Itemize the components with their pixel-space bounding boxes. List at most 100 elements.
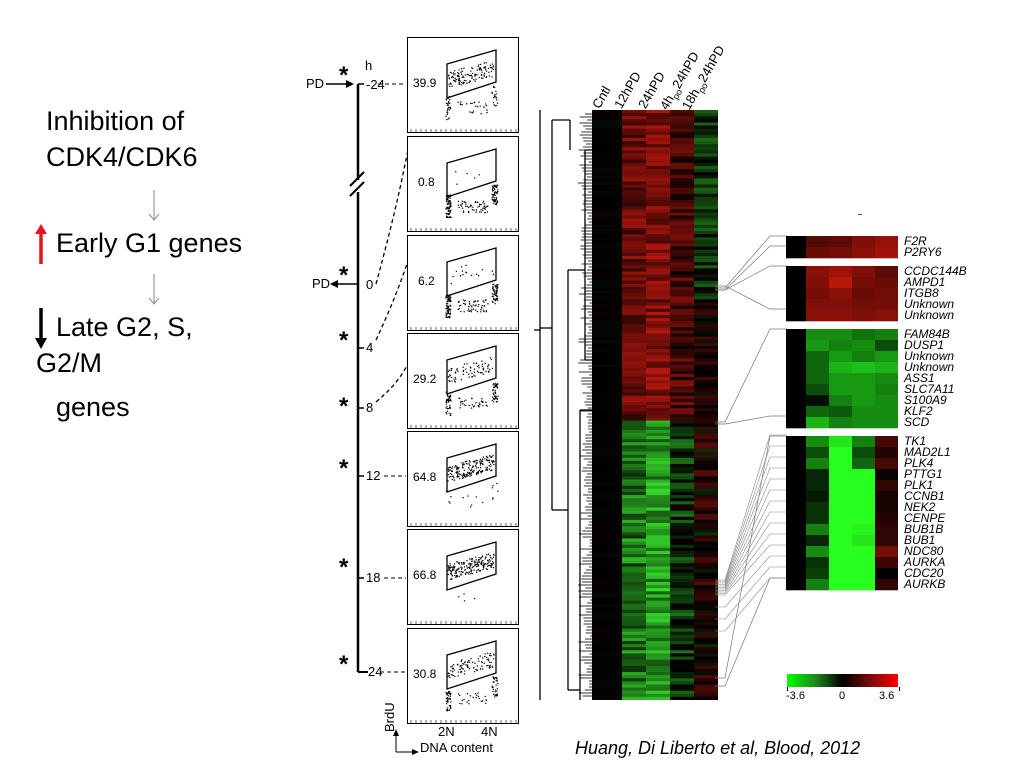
heatmap-cell (646, 283, 670, 288)
event-dot (497, 682, 499, 685)
heatmap-cell (646, 305, 670, 310)
event-dot (470, 472, 472, 475)
event-dot (481, 458, 484, 460)
event-dot (488, 661, 491, 663)
event-dot (460, 570, 462, 573)
event-dot (482, 559, 484, 562)
heatmap-cell (622, 361, 646, 366)
heatmap-cell (646, 125, 670, 130)
event-dot (454, 376, 456, 379)
heatmap-cell (592, 259, 622, 263)
heatmap-cell (622, 249, 646, 254)
heatmap-cell (592, 221, 622, 226)
event-dot (487, 367, 489, 369)
event-dot (472, 110, 475, 112)
event-dot (492, 562, 495, 564)
event-dot (454, 79, 456, 82)
event-dot (453, 74, 455, 76)
heatmap-cell (592, 209, 622, 213)
event-dot (449, 202, 451, 204)
event-dot (447, 75, 450, 77)
gene-label: Unknown (904, 297, 955, 311)
heatmap-cell (622, 252, 646, 257)
event-dot (447, 100, 450, 103)
heatmap-cell (592, 224, 622, 229)
zoom-heatmap-cell (806, 288, 829, 300)
event-dot (447, 194, 449, 196)
heatmap-cell (670, 625, 694, 629)
event-dot (475, 473, 478, 476)
heatmap-cell (622, 479, 646, 484)
zoom-heatmap-cell (806, 384, 829, 396)
event-dot (494, 691, 496, 693)
zoom-heatmap-cell (806, 513, 829, 525)
event-dot (495, 291, 498, 293)
heatmap-cell (694, 153, 718, 157)
event-dot (492, 186, 495, 188)
heatmap-cell (646, 144, 670, 148)
gene-label: ASS1 (904, 371, 935, 385)
heatmap-cell (670, 569, 694, 574)
heatmap-cell (622, 501, 646, 505)
event-dot (483, 66, 485, 69)
heatmap-cell (670, 448, 694, 452)
event-dot (486, 554, 488, 556)
event-dot (487, 664, 489, 667)
heatmap-cell (592, 302, 622, 307)
event-dot (458, 300, 460, 303)
heatmap-cell (622, 628, 646, 633)
heatmap-cell (592, 355, 622, 359)
heatmap-cell (694, 293, 718, 297)
heatmap-cell (646, 529, 670, 533)
zoom-heatmap-cell (852, 480, 875, 492)
event-dot (473, 374, 475, 376)
heatmap-cell (670, 206, 694, 210)
gate-polygon (446, 148, 497, 198)
event-dot (461, 667, 463, 670)
heatmap-cell (622, 274, 646, 279)
event-dot (463, 673, 466, 675)
event-dot (467, 660, 470, 662)
zoom-heatmap-cell (852, 351, 875, 363)
heatmap-cell (622, 128, 646, 133)
heatmap-cell (670, 178, 694, 182)
event-dot (491, 564, 493, 566)
heatmap-cell (670, 405, 694, 409)
event-dot (467, 566, 469, 569)
zoom-heatmap-cell (806, 480, 829, 492)
event-dot (477, 565, 479, 567)
heatmap-cell (622, 206, 646, 210)
event-dot (480, 203, 482, 206)
event-dot (481, 365, 483, 368)
heatmap-cell (622, 641, 646, 645)
heatmap-cell (646, 333, 670, 338)
heatmap-cell (622, 405, 646, 409)
heatmap-cell (592, 535, 622, 539)
event-dot (462, 403, 464, 405)
event-dot (445, 195, 448, 198)
event-dot (472, 465, 474, 467)
heatmap-cell (670, 687, 694, 692)
event-dot (459, 204, 462, 206)
heatmap-cell (622, 243, 646, 248)
heatmap-cell (646, 200, 670, 204)
heatmap-cell (694, 178, 718, 182)
heatmap-cell (622, 594, 646, 598)
heatmap-cell (622, 314, 646, 319)
event-dot (491, 399, 493, 402)
heatmap-cell (592, 464, 622, 468)
heatmap-cell (694, 134, 718, 139)
event-dot (492, 388, 494, 391)
heatmap-cell (670, 116, 694, 120)
heatmap-cell (670, 280, 694, 285)
heatmap-cell (694, 436, 718, 440)
heatmap-cell (622, 392, 646, 397)
event-dot (491, 197, 493, 199)
event-dot (447, 565, 449, 567)
event-dot (492, 288, 494, 291)
heatmap-cell (622, 190, 646, 195)
heatmap-cell (622, 175, 646, 179)
zoom-heatmap-cell (875, 535, 898, 547)
event-dot (492, 202, 495, 204)
late-genes-label-line2: G2/M (36, 348, 103, 378)
